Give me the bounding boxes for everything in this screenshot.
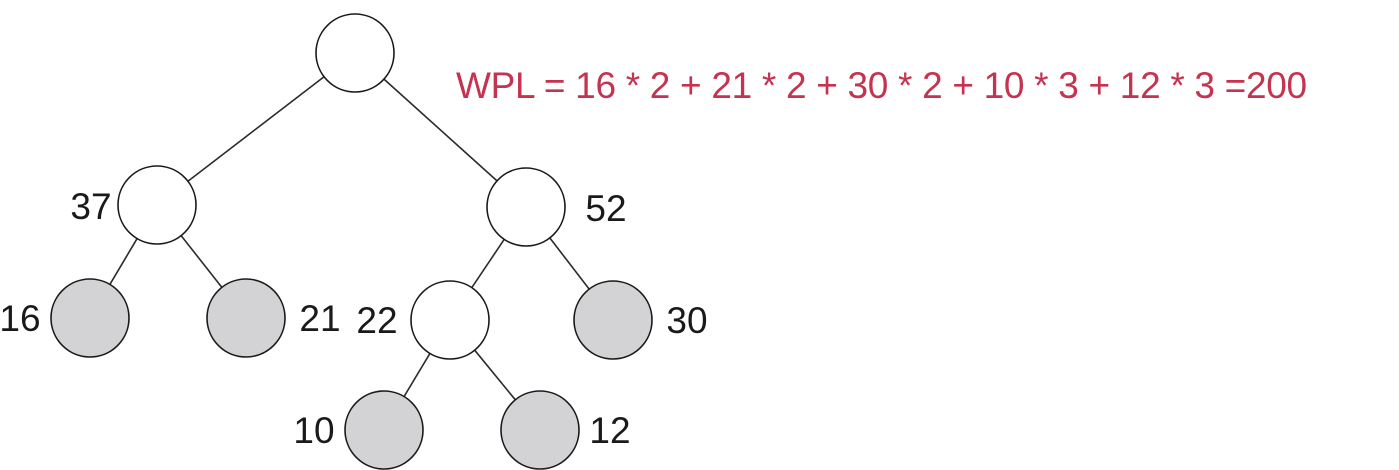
node-weight-label: 10 [293, 410, 334, 451]
internal-node-n37 [117, 165, 197, 245]
node-weight-label: 22 [356, 300, 397, 341]
leaf-node-n21 [206, 278, 286, 358]
tree-edge-n37-n16 [109, 238, 138, 285]
tree-node-labels: 37 52 16 21 22 30 10 12 [0, 186, 708, 451]
tree-edge-n37-n21 [180, 235, 223, 288]
tree-edges [109, 76, 590, 401]
leaf-node-n12 [500, 390, 580, 470]
tree-edge-root-n52 [383, 78, 498, 182]
tree-edge-n52-n22 [471, 238, 505, 289]
tree-edge-n22-n12 [474, 349, 516, 401]
leaf-node-n30 [573, 280, 653, 360]
wpl-formula: WPL = 16 * 2 + 21 * 2 + 30 * 2 + 10 * 3 … [456, 65, 1307, 106]
internal-node-n52 [486, 167, 566, 247]
internal-node-n22 [410, 280, 490, 360]
node-weight-label: 21 [299, 298, 340, 339]
tree-nodes [50, 13, 653, 470]
tree-edge-n52-n30 [549, 237, 590, 290]
tree-edge-root-n37 [187, 76, 325, 182]
tree-edge-n22-n10 [403, 353, 431, 397]
node-weight-label: 16 [0, 298, 41, 339]
node-weight-label: 52 [585, 188, 626, 229]
internal-node-root [315, 13, 395, 93]
leaf-node-n10 [344, 390, 424, 470]
leaf-node-n16 [50, 278, 130, 358]
node-weight-label: 12 [589, 410, 630, 451]
node-weight-label: 37 [70, 186, 111, 227]
node-weight-label: 30 [666, 300, 707, 341]
